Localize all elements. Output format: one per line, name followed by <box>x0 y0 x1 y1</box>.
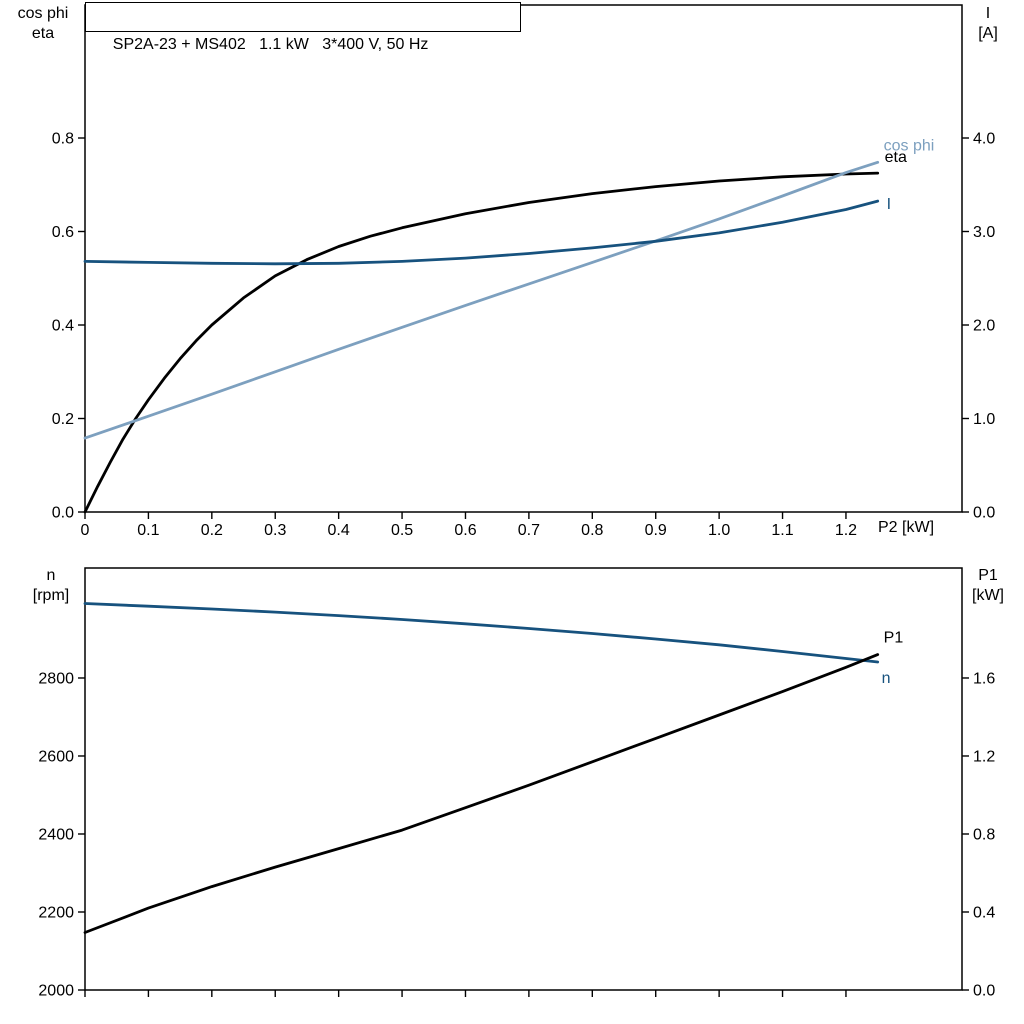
chart-title: SP2A-23 + MS402 1.1 kW 3*400 V, 50 Hz <box>112 36 429 53</box>
curve-n <box>83 602 880 664</box>
left-axis-tick-label: 2000 <box>38 983 74 1000</box>
x-axis-tick-label: 1.0 <box>708 522 730 539</box>
left-axis-tick-label: 2600 <box>38 748 74 765</box>
x-axis-tick-label: 1.2 <box>835 522 857 539</box>
series-label-I: I <box>887 196 891 213</box>
x-axis-tick-label: 0 <box>81 522 90 539</box>
plot-frame <box>84 4 963 513</box>
series-label-n: n <box>882 670 891 687</box>
chart-title-box: SP2A-23 + MS402 1.1 kW 3*400 V, 50 Hz <box>85 2 521 53</box>
series-label-eta: eta <box>885 149 907 166</box>
curve-eta <box>83 171 880 514</box>
x-axis-tick-label: 0.6 <box>454 522 476 539</box>
right-axis-tick-label: 1.2 <box>973 748 995 765</box>
motor-electrical-chart: 0.0 0.2 0.4 0.6 0.8 0.0 1.0 2.0 3.0 4.0 0 0.1 0.2 0.3… <box>52 4 995 539</box>
x-axis-tick-label: 0.5 <box>391 522 413 539</box>
x-axis-tick-label: 0.3 <box>264 522 286 539</box>
top-right-axis-label: I [A] <box>978 5 998 42</box>
series-label-cos-phi: cos phi <box>884 137 935 154</box>
curve-I <box>83 199 880 266</box>
x-axis-tick-label: 0.7 <box>518 522 540 539</box>
left-axis-tick-label: 0.4 <box>52 318 74 335</box>
x-axis-label: P2 [kW] <box>878 519 935 536</box>
curve-cos-phi <box>83 160 880 440</box>
right-axis-tick-label: 0.0 <box>973 505 995 522</box>
x-axis-tick-label: 0.4 <box>328 522 350 539</box>
left-axis-tick-label: 0.0 <box>52 505 74 522</box>
right-axis-tick-label: 2.0 <box>973 318 995 335</box>
right-axis-tick-label: 3.0 <box>973 224 995 241</box>
right-axis-tick-label: 4.0 <box>973 131 995 148</box>
left-axis-tick-label: 0.6 <box>52 224 74 241</box>
speed-power-chart: 2000 2200 2400 2600 2800 0.0 0.4 0.8 1.2 1.6 n P1 <box>38 567 995 1000</box>
bottom-left-axis-label: n [rpm] <box>32 567 70 604</box>
left-axis-tick-label: 0.8 <box>52 131 74 148</box>
series-label-P1: P1 <box>884 630 904 647</box>
top-left-axis-label: cos phi eta <box>17 5 69 42</box>
right-axis-tick-label: 0.4 <box>973 904 995 921</box>
x-axis-tick-label: 0.8 <box>581 522 603 539</box>
plot-frame <box>84 567 963 991</box>
left-axis-tick-label: 0.2 <box>52 411 74 428</box>
x-axis-tick-label: 0.2 <box>201 522 223 539</box>
right-axis-tick-label: 1.6 <box>973 670 995 687</box>
left-axis-tick-label: 2800 <box>38 670 74 687</box>
x-axis-tick-label: 0.1 <box>137 522 159 539</box>
x-axis-tick-label: 1.1 <box>771 522 793 539</box>
left-axis-tick-label: 2400 <box>38 826 74 843</box>
right-axis-tick-label: 0.8 <box>973 826 995 843</box>
right-axis-tick-label: 0.0 <box>973 983 995 1000</box>
curve-P1 <box>83 653 880 934</box>
right-axis-tick-label: 1.0 <box>973 411 995 428</box>
bottom-right-axis-label: P1 [kW] <box>972 567 1004 604</box>
x-axis-tick-label: 0.9 <box>645 522 667 539</box>
left-axis-tick-label: 2200 <box>38 904 74 921</box>
